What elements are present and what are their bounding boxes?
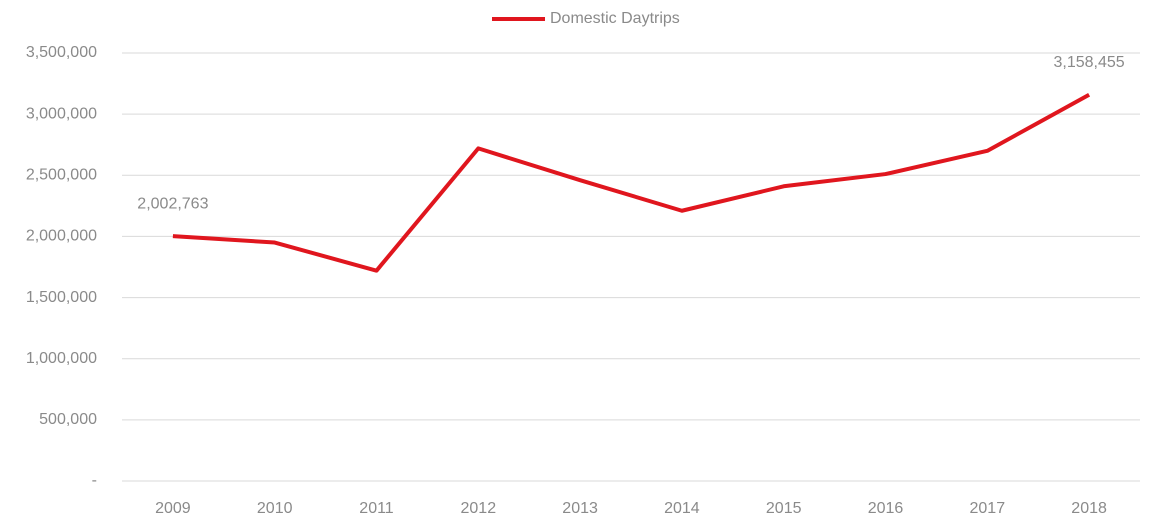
line-series xyxy=(172,93,1091,273)
y-tick-label: 2,000,000 xyxy=(26,228,97,245)
x-tick-label: 2016 xyxy=(868,500,904,517)
data-label: 3,158,455 xyxy=(1054,54,1125,71)
y-tick-label: 1,500,000 xyxy=(26,289,97,306)
x-tick-label: 2011 xyxy=(359,500,394,517)
x-tick-label: 2018 xyxy=(1071,500,1107,517)
y-tick-label: 500,000 xyxy=(39,411,97,428)
x-tick-label: 2015 xyxy=(766,500,802,517)
legend-label: Domestic Daytrips xyxy=(550,10,680,27)
y-tick-label: 2,500,000 xyxy=(26,167,97,184)
x-tick-label: 2013 xyxy=(562,500,598,517)
x-tick-label: 2009 xyxy=(155,500,191,517)
y-tick-label: 1,000,000 xyxy=(26,350,97,367)
y-tick-label: 3,000,000 xyxy=(26,105,97,122)
x-tick-label: 2017 xyxy=(970,500,1006,517)
y-tick-label: - xyxy=(92,472,97,489)
y-tick-label: 3,500,000 xyxy=(26,44,97,61)
x-tick-label: 2014 xyxy=(664,500,700,517)
data-label: 2,002,763 xyxy=(137,195,208,212)
x-tick-label: 2010 xyxy=(257,500,293,517)
x-tick-label: 2012 xyxy=(461,500,497,517)
